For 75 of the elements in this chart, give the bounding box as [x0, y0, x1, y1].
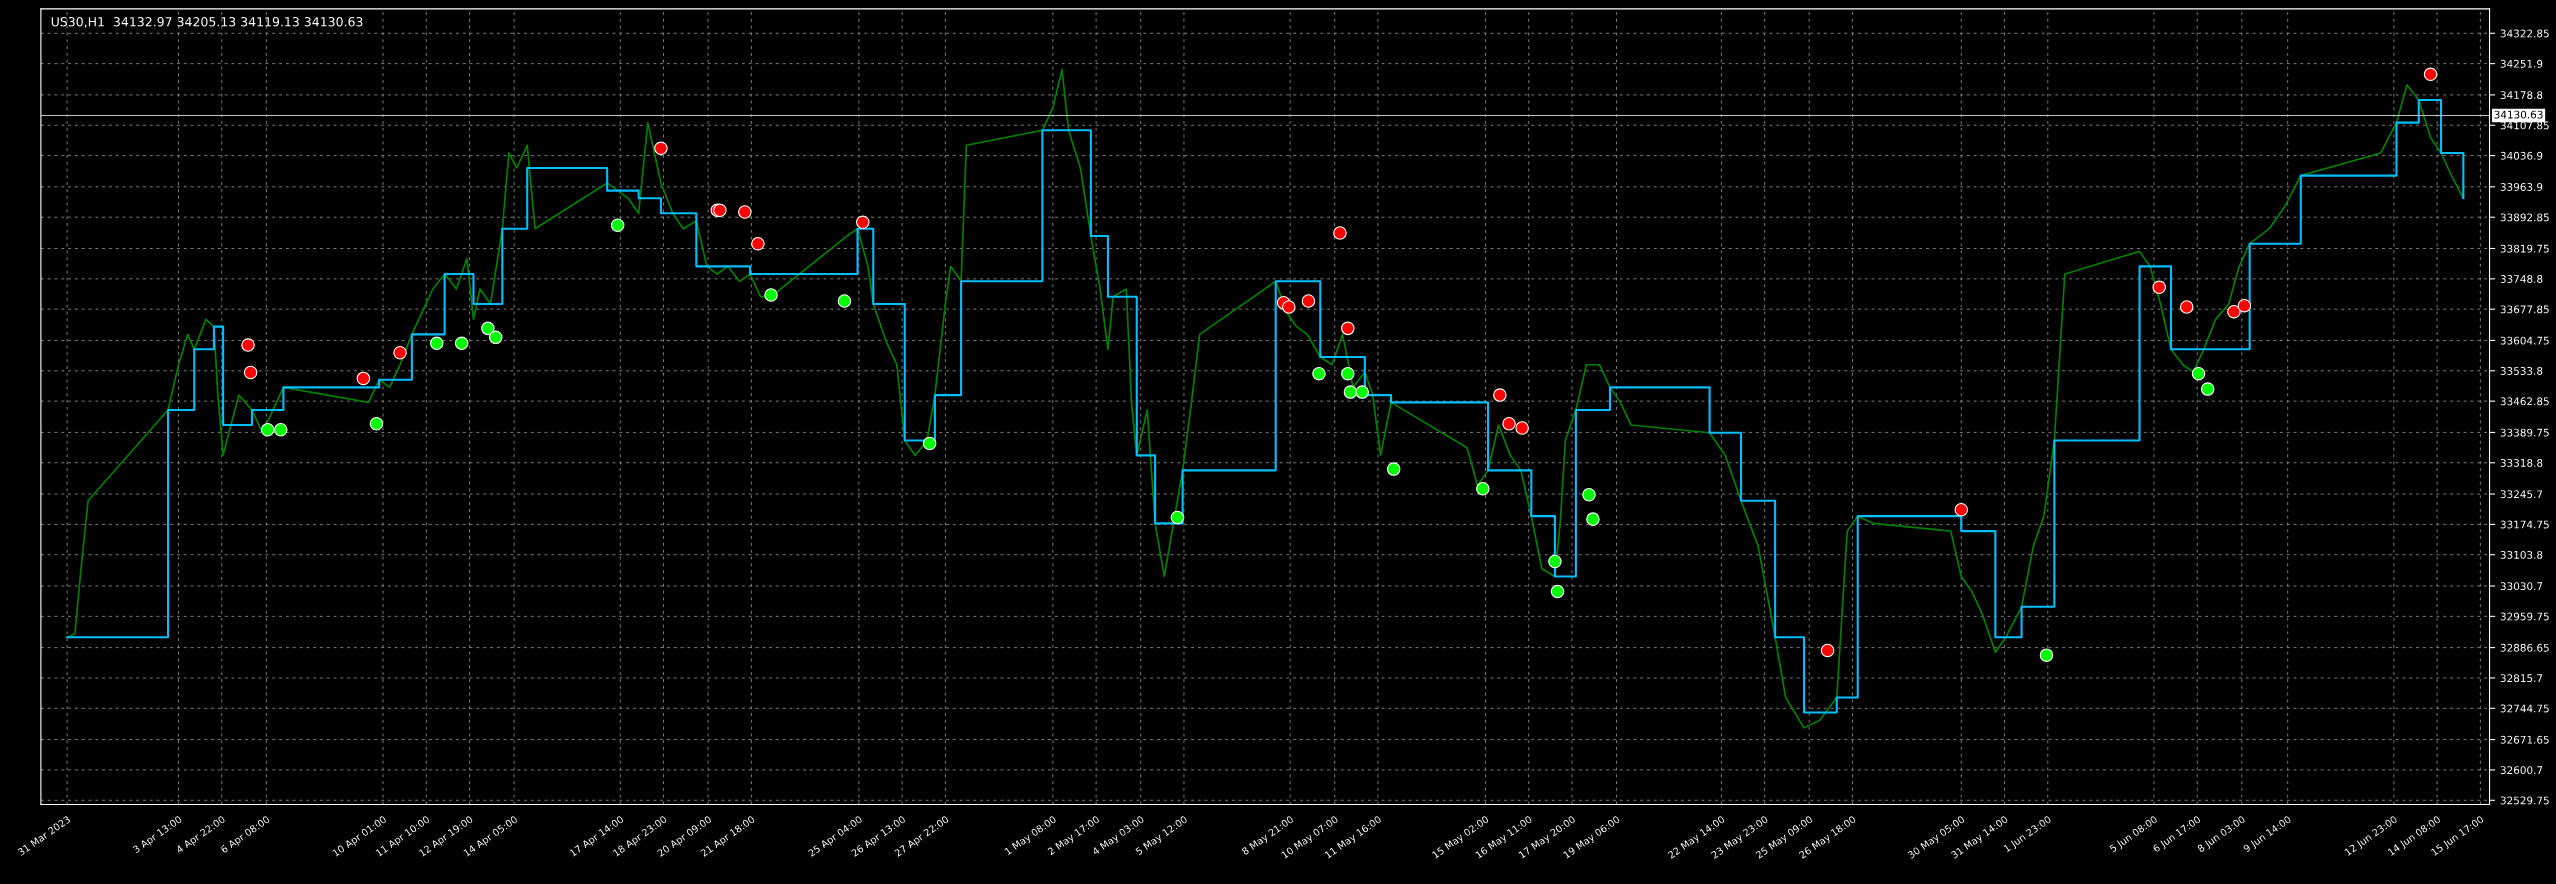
point — [1341, 321, 1355, 336]
point — [2152, 280, 2166, 295]
point — [1548, 554, 1562, 569]
y-tick-label: 33103.8 — [2500, 550, 2543, 559]
point — [1502, 416, 1516, 431]
point — [1820, 643, 1835, 658]
point — [1333, 226, 1347, 240]
y-tick-label: 34036.9 — [2500, 151, 2543, 160]
y-tick-label: 32744.75 — [2500, 704, 2549, 713]
y-tick-label: 32815.7 — [2500, 674, 2543, 683]
point — [2237, 298, 2252, 313]
point — [1301, 294, 1316, 308]
point — [1341, 366, 1355, 381]
y-tick-label: 32671.65 — [2500, 735, 2549, 744]
point — [1343, 385, 1358, 399]
point — [1476, 482, 1490, 496]
point — [1515, 421, 1529, 435]
point — [2200, 382, 2215, 396]
y-tick-label: 32529.75 — [2500, 796, 2549, 805]
point — [241, 338, 255, 352]
point — [654, 141, 668, 156]
point — [393, 345, 407, 360]
y-tick-label: 33174.75 — [2500, 520, 2549, 529]
point — [738, 205, 752, 219]
point — [1170, 510, 1185, 525]
point — [2423, 67, 2438, 82]
y-tick-label: 34322.85 — [2500, 29, 2549, 38]
point — [1586, 512, 1600, 526]
point — [837, 294, 852, 308]
point — [1954, 502, 1969, 517]
point — [1282, 300, 1296, 314]
point — [2227, 304, 2241, 319]
point — [430, 336, 444, 351]
point — [1550, 584, 1565, 599]
y-tick-label: 33892.85 — [2500, 213, 2549, 222]
y-tick-label: 32959.75 — [2500, 612, 2549, 621]
point — [610, 218, 625, 233]
y-tick-label: 33819.75 — [2500, 244, 2549, 253]
point — [454, 336, 469, 351]
point — [856, 215, 870, 230]
point — [488, 330, 503, 345]
y-tick-label: 33030.7 — [2500, 582, 2543, 591]
y-tick-label: 32600.7 — [2500, 766, 2543, 775]
y-tick-label: 34107.85 — [2500, 121, 2549, 130]
text: US30,H1 34132.97 34205.13 34119.13 34130.63 — [51, 17, 363, 28]
y-tick-label: 33245.7 — [2500, 490, 2543, 499]
y-tick-label: 33748.8 — [2500, 275, 2543, 283]
point — [1386, 462, 1401, 476]
y-tick-label: 33533.8 — [2500, 367, 2543, 375]
point — [2191, 366, 2206, 381]
ref-line-label: 34130.63 — [2494, 110, 2543, 119]
point — [751, 236, 765, 251]
y-tick-label: 34178.8 — [2500, 91, 2543, 100]
point — [2179, 300, 2194, 314]
point — [1355, 385, 1369, 399]
point — [369, 416, 384, 431]
y-tick-label: 33389.75 — [2500, 428, 2549, 437]
y-tick-label: 33963.9 — [2500, 183, 2543, 191]
y-tick-label: 33462.85 — [2500, 397, 2549, 406]
y-tick-label: 33604.75 — [2500, 336, 2549, 345]
point — [243, 365, 258, 380]
point — [1582, 487, 1596, 502]
point — [1493, 388, 1507, 402]
point — [2039, 648, 2054, 662]
point — [356, 371, 371, 386]
point — [1312, 366, 1326, 381]
y-tick-label: 32886.65 — [2500, 643, 2549, 652]
point — [764, 288, 778, 302]
point — [274, 422, 288, 437]
point — [481, 321, 495, 336]
y-tick-label: 33318.8 — [2500, 458, 2543, 467]
point — [922, 436, 937, 451]
y-tick-label: 33677.85 — [2500, 305, 2549, 314]
point — [260, 422, 275, 437]
y-tick-label: 34251.9 — [2500, 59, 2543, 68]
